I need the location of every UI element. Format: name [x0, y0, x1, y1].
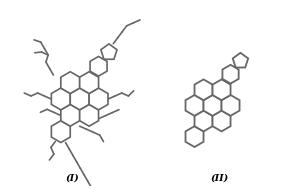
- Polygon shape: [89, 88, 108, 110]
- Polygon shape: [80, 104, 99, 126]
- Polygon shape: [204, 95, 222, 116]
- Polygon shape: [222, 65, 239, 84]
- Polygon shape: [186, 126, 204, 147]
- Polygon shape: [51, 121, 70, 143]
- Polygon shape: [195, 111, 213, 131]
- Polygon shape: [70, 88, 89, 110]
- Polygon shape: [222, 95, 240, 116]
- Polygon shape: [80, 72, 99, 94]
- Polygon shape: [51, 88, 70, 110]
- Polygon shape: [233, 53, 248, 67]
- Polygon shape: [61, 72, 80, 94]
- Polygon shape: [195, 79, 213, 100]
- Polygon shape: [213, 111, 231, 131]
- Polygon shape: [186, 95, 204, 116]
- Polygon shape: [90, 57, 107, 76]
- Polygon shape: [61, 104, 80, 126]
- Polygon shape: [213, 79, 231, 100]
- Polygon shape: [101, 44, 117, 59]
- Text: (II): (II): [210, 174, 229, 183]
- Text: (I): (I): [66, 174, 79, 183]
